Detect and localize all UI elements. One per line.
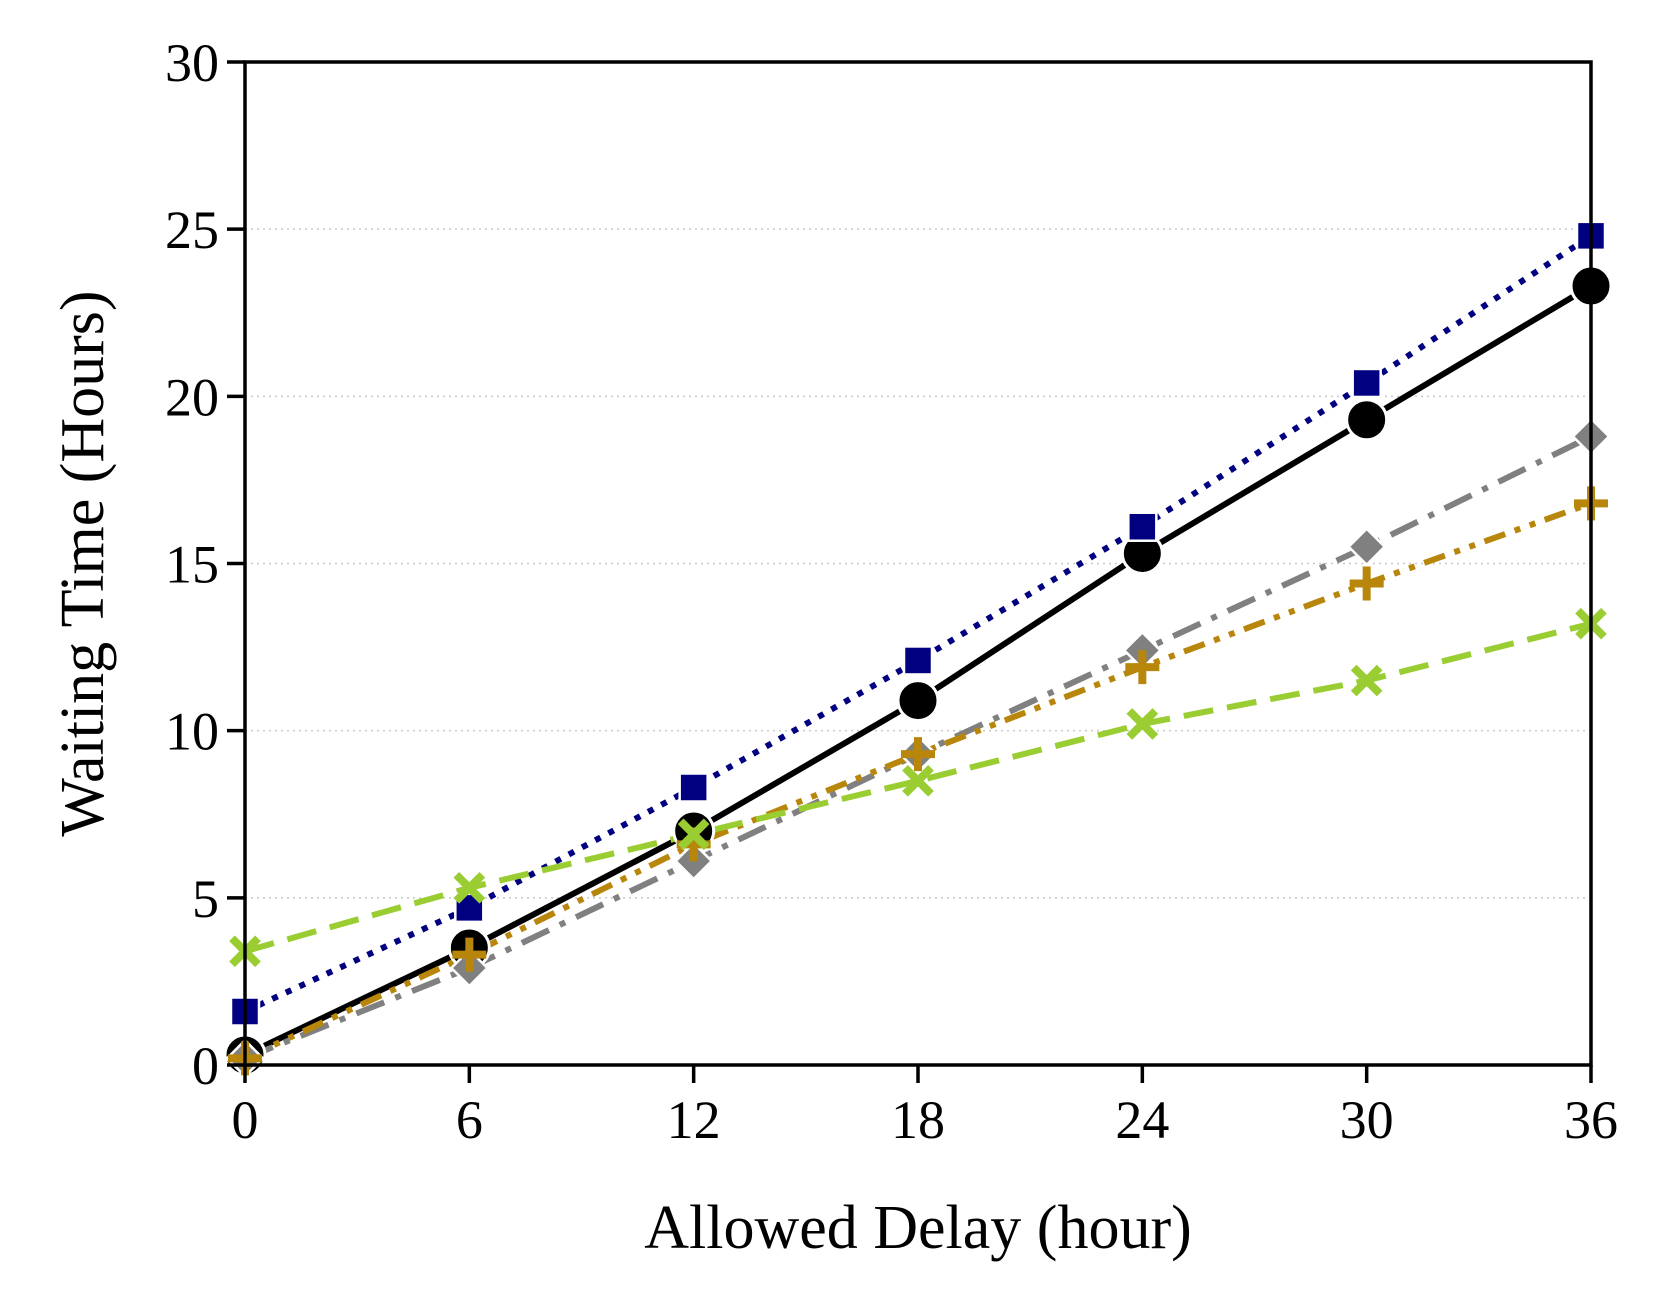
data-point-x [677, 818, 710, 851]
data-point-plus [901, 737, 935, 772]
data-point-square [1127, 511, 1158, 542]
data-point-x [902, 764, 934, 797]
y-tick-label: 10 [165, 702, 219, 762]
x-axis-label: Allowed Delay (hour) [644, 1194, 1192, 1262]
data-point-plus [1349, 566, 1384, 601]
x-tick-label: 18 [891, 1090, 945, 1150]
y-tick-label: 15 [165, 535, 219, 595]
data-point-diamond [1346, 527, 1387, 567]
data-point-plus [1125, 650, 1160, 685]
x-tick-label: 36 [1564, 1090, 1618, 1150]
data-point-square [678, 772, 709, 803]
x-tick-label: 0 [232, 1090, 259, 1150]
data-point-x [1350, 664, 1383, 697]
y-tick-label: 30 [165, 33, 219, 93]
grid-lines [245, 228, 1591, 899]
axis-ticks: 0 5 10 15 20 25 30 0 6 12 18 24 30 36 [165, 33, 1618, 1150]
data-point-circle [896, 679, 940, 723]
y-tick-label: 0 [192, 1036, 219, 1096]
x-tick-label: 24 [1115, 1090, 1169, 1150]
y-tick-label: 20 [165, 367, 219, 427]
data-point-plus [452, 937, 487, 972]
data-point-square [902, 645, 934, 676]
series-markers [223, 220, 1613, 1079]
x-tick-label: 30 [1340, 1090, 1394, 1150]
data-point-x [1126, 708, 1159, 740]
y-axis-label: Waiting Time (Hours) [49, 290, 117, 836]
data-point-square [1351, 367, 1382, 399]
data-point-x [453, 871, 486, 904]
y-tick-label: 5 [192, 869, 219, 929]
y-tick-label: 25 [165, 200, 219, 260]
data-point-circle [1345, 398, 1389, 442]
x-tick-label: 6 [456, 1090, 483, 1150]
x-tick-label: 12 [667, 1090, 721, 1150]
